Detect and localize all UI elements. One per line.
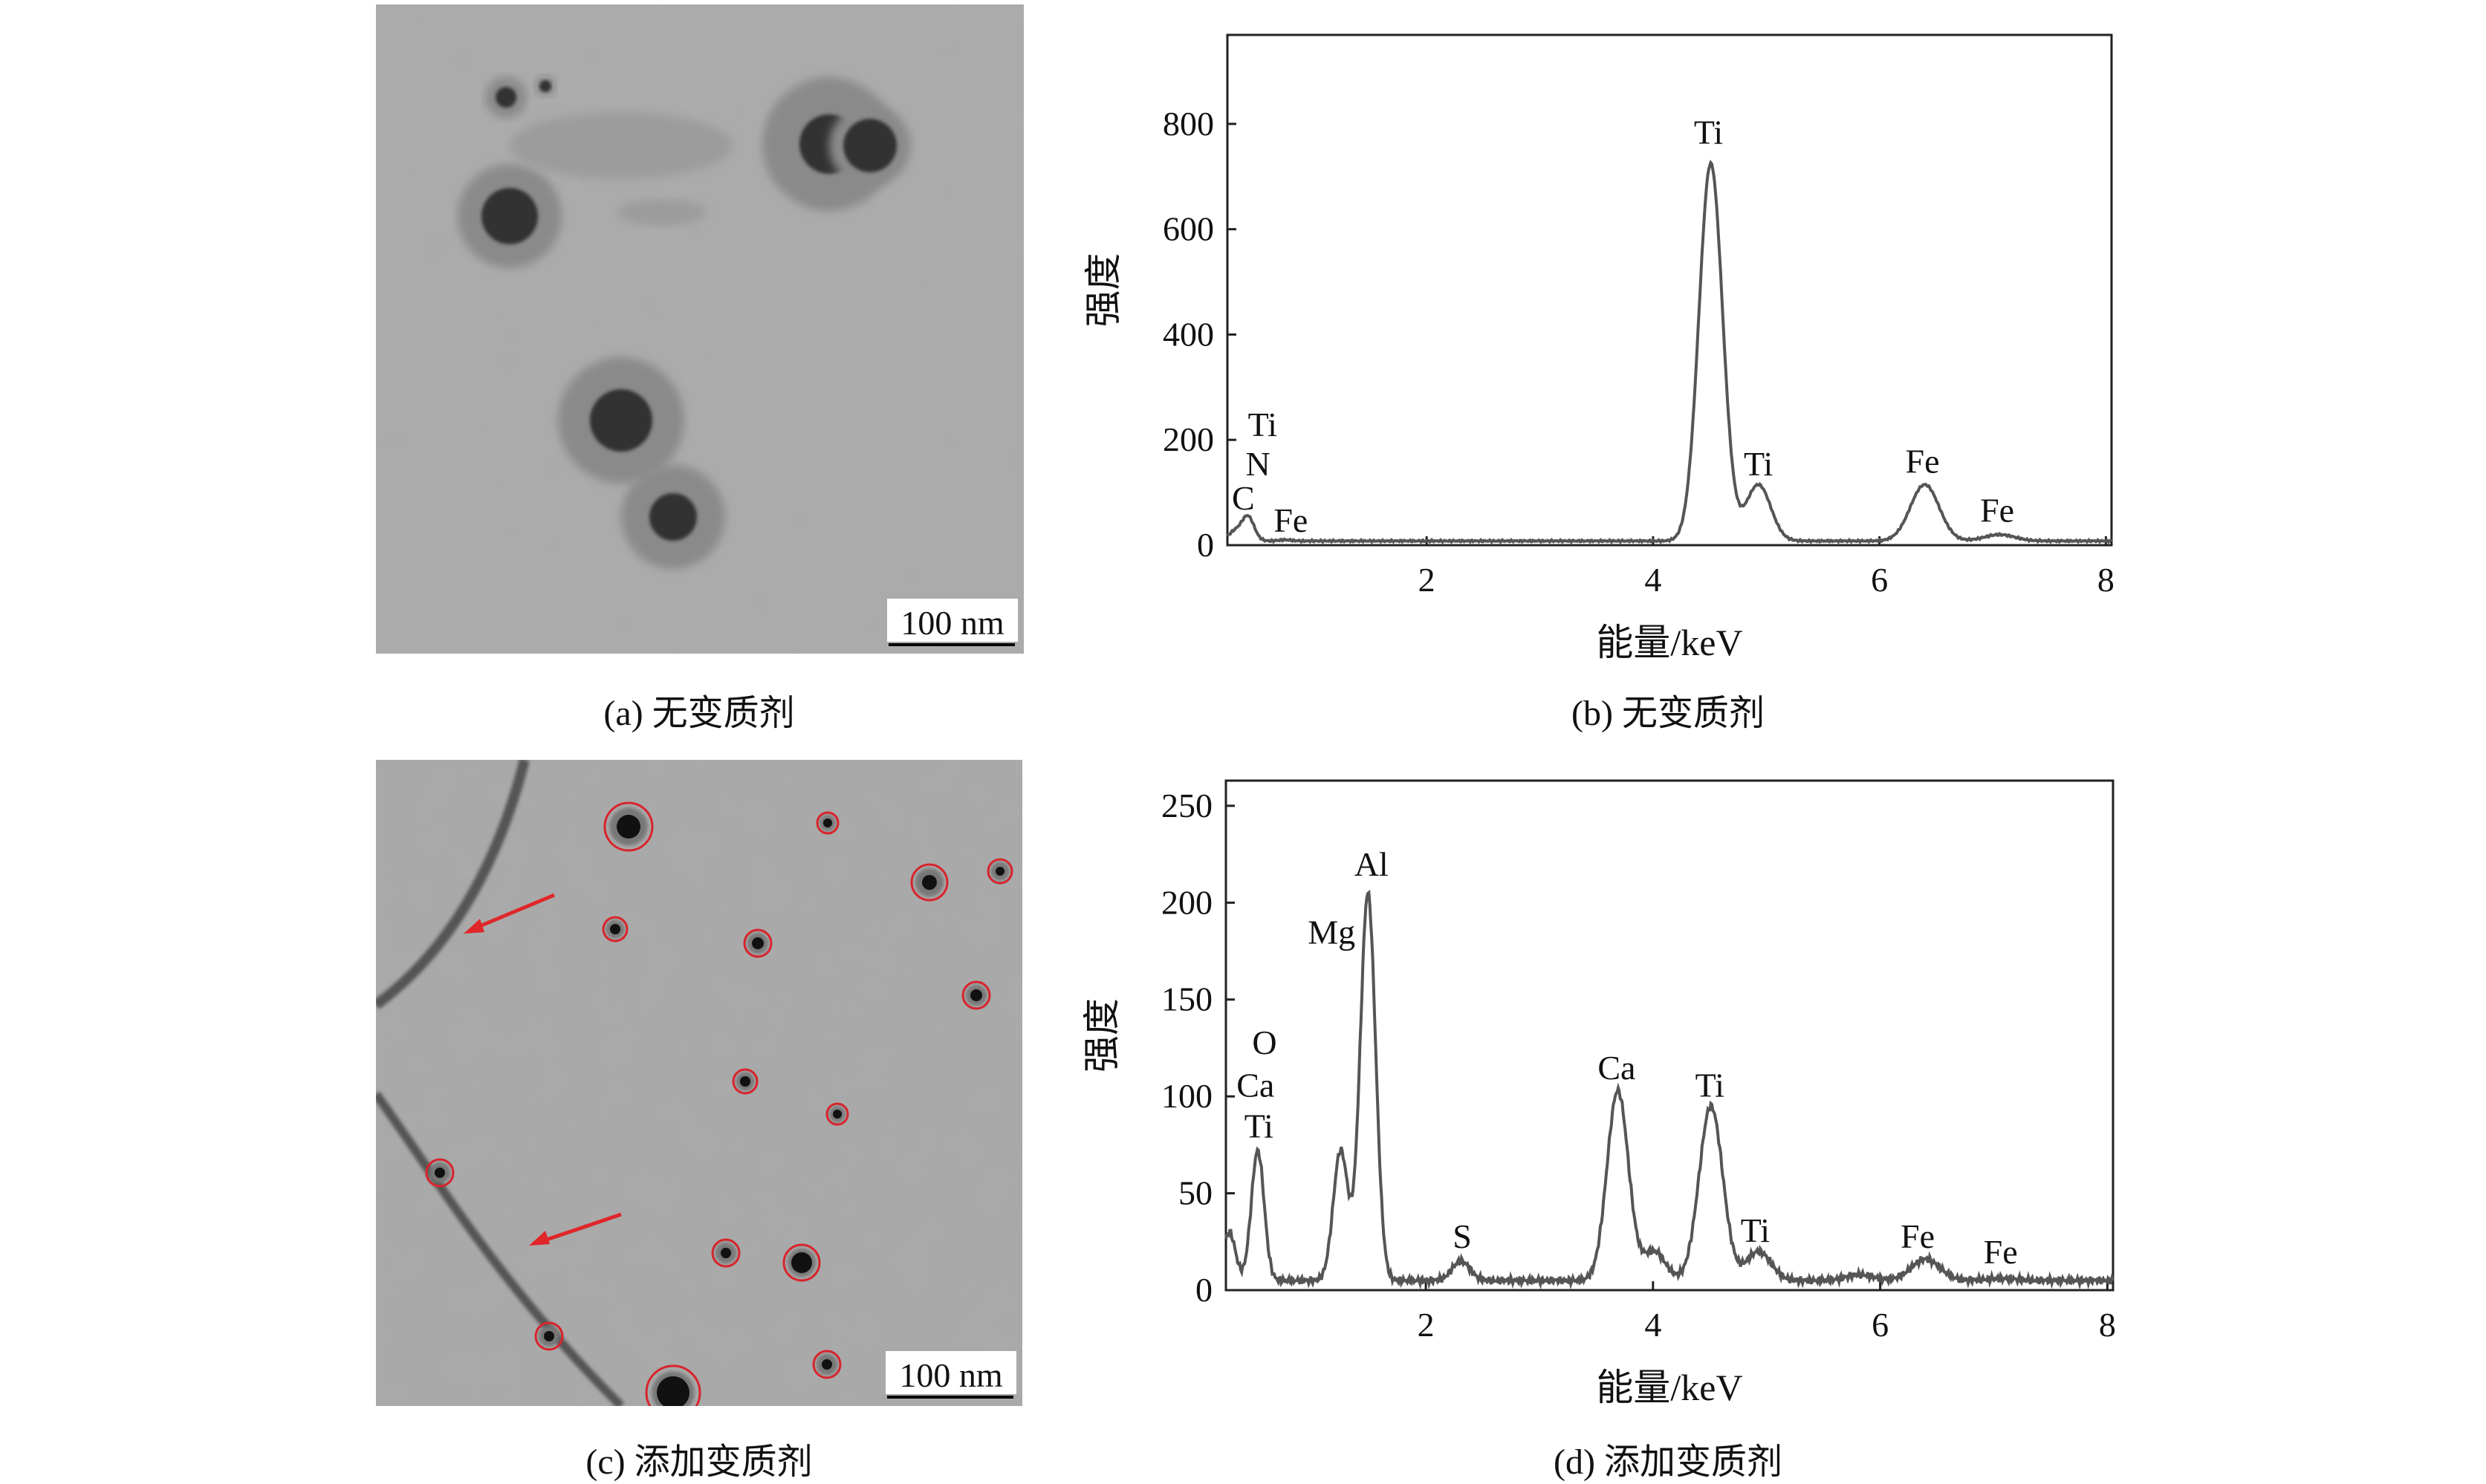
peak-label: Ti <box>1248 406 1277 443</box>
particle <box>458 164 562 268</box>
scale-bar-label: 100 nm <box>900 604 1005 642</box>
highlighted-inclusion <box>910 863 949 902</box>
peak-label: Ti <box>1694 113 1723 151</box>
x-tick-label: 8 <box>2099 1306 2116 1344</box>
peak-label: N <box>1246 445 1270 483</box>
red-arrow <box>529 1212 622 1246</box>
tem-image-a: 100 nm <box>376 4 1024 654</box>
highlighted-inclusion <box>961 980 991 1010</box>
peak-label: Ti <box>1741 1211 1770 1249</box>
y-tick-label: 150 <box>1161 980 1213 1018</box>
spectrum-line <box>1224 889 2115 1290</box>
peak-label: Fe <box>1980 491 2014 529</box>
highlighted-inclusion <box>812 1350 842 1379</box>
x-tick-label: 6 <box>1872 1306 1889 1344</box>
particle <box>829 105 911 186</box>
y-tick-label: 0 <box>1197 526 1214 564</box>
caption-b: (b) 无变质剂 <box>1571 694 1765 733</box>
caption-a: (a) 无变质剂 <box>603 694 795 733</box>
grain-boundary <box>376 1091 625 1406</box>
highlighted-inclusion <box>816 811 840 835</box>
particle <box>510 112 733 179</box>
caption-d: (d) 添加变质剂 <box>1554 1442 1782 1482</box>
plot-frame <box>1226 33 2113 547</box>
y-tick-label: 200 <box>1161 883 1213 921</box>
x-tick-label: 2 <box>1418 561 1435 599</box>
particle <box>621 465 725 569</box>
peak-label: Al <box>1354 845 1389 883</box>
peak-label: Ti <box>1244 1107 1273 1145</box>
peak-label: Mg <box>1308 913 1355 951</box>
particle <box>617 199 707 226</box>
x-axis-label: 能量/keV <box>1596 1367 1742 1408</box>
highlighted-inclusion <box>425 1158 455 1188</box>
peak-label: O <box>1252 1023 1276 1061</box>
highlighted-inclusion <box>987 858 1013 885</box>
peak-label: Fe <box>1901 1217 1935 1255</box>
peak-label: Ca <box>1597 1049 1635 1087</box>
highlighted-inclusion <box>711 1238 741 1268</box>
plot-frame <box>1224 779 2115 1292</box>
highlighted-inclusion <box>603 801 654 852</box>
particle <box>485 77 527 118</box>
y-tick-label: 600 <box>1163 210 1214 248</box>
highlighted-inclusion <box>782 1243 821 1282</box>
highlighted-inclusion <box>825 1102 849 1126</box>
x-tick-label: 8 <box>2097 561 2115 599</box>
particle <box>535 76 556 97</box>
particle <box>558 357 684 484</box>
red-arrow <box>464 893 555 934</box>
peak-label: Ti <box>1744 445 1773 483</box>
scale-bar-label: 100 nm <box>899 1356 1003 1394</box>
highlighted-inclusion <box>743 928 773 958</box>
caption-c: (c) 添加变质剂 <box>585 1442 813 1482</box>
y-tick-label: 800 <box>1163 105 1214 143</box>
highlighted-inclusion <box>645 1364 701 1406</box>
x-axis-label: 能量/keV <box>1596 622 1742 663</box>
grain-boundary <box>376 760 530 1009</box>
tem-image-c: 100 nm <box>376 760 1022 1406</box>
y-tick-label: 100 <box>1161 1077 1213 1115</box>
highlighted-inclusion <box>732 1068 759 1095</box>
peak-label: Fe <box>1906 443 1940 481</box>
highlighted-inclusion <box>534 1321 564 1351</box>
y-tick-label: 0 <box>1195 1271 1213 1309</box>
peak-label: Ti <box>1695 1067 1724 1104</box>
peak-label: Fe <box>1273 501 1308 539</box>
spectrum-line <box>1226 159 2113 544</box>
y-tick-label: 250 <box>1161 787 1213 824</box>
highlighted-inclusion <box>602 916 629 943</box>
y-tick-label: 50 <box>1178 1174 1213 1212</box>
peak-label: Fe <box>1984 1233 2018 1271</box>
x-tick-label: 4 <box>1644 1306 1661 1344</box>
x-tick-label: 4 <box>1644 561 1661 599</box>
y-axis-label: 强度 <box>1083 253 1124 328</box>
peak-label: C <box>1232 479 1255 517</box>
peak-label: S <box>1453 1217 1472 1255</box>
peak-label: Ca <box>1236 1067 1274 1104</box>
y-axis-label: 强度 <box>1081 998 1123 1073</box>
y-tick-label: 200 <box>1163 420 1214 458</box>
x-tick-label: 6 <box>1871 561 1888 599</box>
x-tick-label: 2 <box>1418 1306 1435 1344</box>
y-tick-label: 400 <box>1163 315 1214 353</box>
